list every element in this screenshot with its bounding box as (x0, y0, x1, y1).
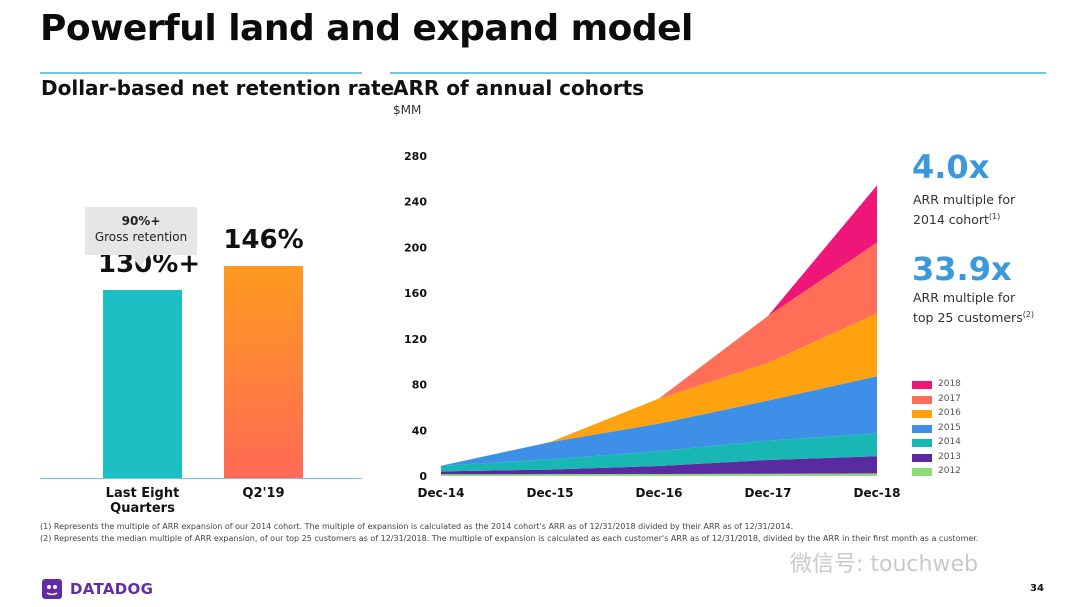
legend-swatch (912, 424, 932, 433)
y-tick-label: 280 (404, 150, 427, 163)
datadog-dog-icon (42, 579, 62, 599)
y-tick-label: 120 (404, 333, 427, 346)
footnote-2: (2) Represents the median multiple of AR… (40, 534, 979, 543)
legend-swatch (912, 410, 932, 418)
retention-bar (103, 289, 182, 478)
y-tick-label: 160 (404, 287, 427, 300)
page-number: 34 (1030, 583, 1044, 594)
y-tick-label: 0 (419, 470, 427, 483)
area-series-2018 (441, 185, 877, 466)
stat-2014-note: (1) (988, 212, 1001, 221)
bar-category-label: Last Eight Quarters (105, 486, 180, 516)
area-series-2016 (441, 313, 877, 466)
left-section-rule (40, 72, 362, 74)
legend-swatch (912, 395, 932, 404)
bar-value-label: 146% (223, 225, 304, 256)
y-tick-label: 40 (412, 424, 428, 437)
right-section-rule (390, 72, 1046, 74)
y-tick-label: 240 (404, 196, 427, 209)
retention-bar (224, 266, 303, 478)
stat-2014-cohort-desc: ARR multiple for 2014 cohort(1) (913, 191, 1015, 228)
x-tick-label: Dec-16 (636, 486, 683, 500)
legend-label: 2014 (938, 437, 961, 447)
legend-swatch (912, 468, 932, 476)
legend-swatch (912, 381, 932, 389)
gross-retention-callout: 90%+ Gross retention (85, 207, 197, 255)
callout-pointer (131, 255, 149, 267)
stat-2014-line2: 2014 cohort (913, 212, 989, 228)
legend-swatch (912, 439, 932, 447)
x-tick-label: Dec-17 (745, 486, 792, 500)
area-series-2013 (441, 456, 877, 475)
area-series-2017 (441, 242, 877, 466)
x-tick-label: Dec-15 (527, 486, 574, 500)
slide-title: Powerful land and expand model (40, 8, 693, 49)
area-series-2014 (441, 433, 877, 472)
bar-category-label: Q2'19 (242, 486, 285, 501)
stat-top25-line2: top 25 customers (913, 310, 1023, 326)
legend-label: 2015 (938, 422, 961, 433)
x-tick-label: Dec-14 (418, 486, 465, 500)
gross-retention-value: 90%+ (121, 214, 161, 228)
legend-label: 2017 (938, 393, 961, 404)
stat-top25-note: (2) (1022, 310, 1035, 319)
legend-label: 2013 (938, 451, 961, 462)
datadog-logo: DATADOG (40, 577, 170, 601)
footnote-1: (1) Represents the multiple of ARR expan… (40, 522, 794, 531)
watermark-text: 微信号: touchweb (790, 552, 978, 577)
left-panel-title: Dollar-based net retention rate (41, 76, 395, 100)
legend-swatch (912, 453, 932, 462)
y-axis-units: $MM (393, 103, 422, 117)
x-tick-label: Dec-18 (854, 486, 901, 500)
stat-2014-line1: ARR multiple for (913, 192, 1016, 207)
area-series-2015 (441, 376, 877, 466)
gross-retention-label: Gross retention (94, 230, 188, 244)
legend-label: 2016 (938, 408, 961, 418)
bar-chart-baseline (40, 478, 362, 479)
stat-2014-cohort-value: 4.0x (912, 148, 990, 186)
legend-label: 2018 (938, 379, 961, 389)
stat-top25-value: 33.9x (912, 250, 1012, 288)
stat-top25-desc: ARR multiple for top 25 customers(2) (913, 289, 1034, 326)
y-tick-label: 200 (404, 241, 427, 254)
right-panel-title: ARR of annual cohorts (393, 76, 645, 100)
y-tick-label: 80 (412, 379, 428, 392)
legend-label: 2012 (938, 466, 961, 476)
area-series-2012 (441, 473, 877, 476)
stat-top25-line1: ARR multiple for (913, 290, 1016, 305)
logo-text: DATADOG (70, 580, 154, 598)
